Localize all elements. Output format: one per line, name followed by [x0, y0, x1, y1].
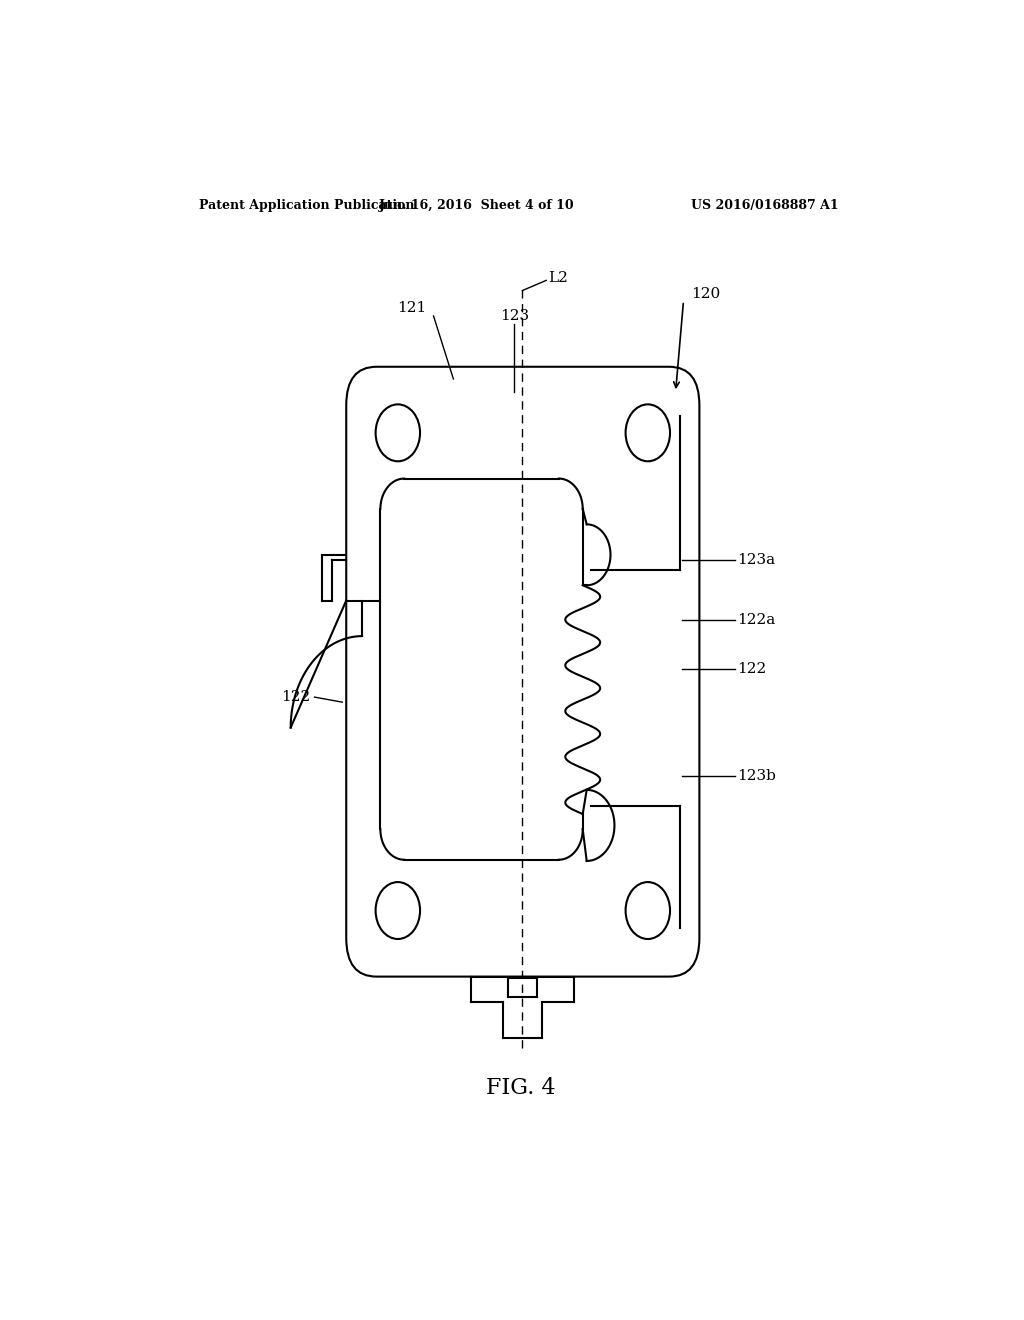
Circle shape — [626, 404, 670, 461]
Text: US 2016/0168887 A1: US 2016/0168887 A1 — [690, 198, 839, 211]
Text: FIG. 4: FIG. 4 — [486, 1077, 556, 1100]
FancyBboxPatch shape — [346, 367, 699, 977]
Text: L2: L2 — [549, 272, 568, 285]
Text: 122: 122 — [736, 663, 766, 676]
Text: 123b: 123b — [736, 768, 775, 783]
Text: 123a: 123a — [736, 553, 775, 566]
Circle shape — [376, 882, 420, 939]
Text: Patent Application Publication: Patent Application Publication — [200, 198, 415, 211]
Text: 122a: 122a — [736, 612, 775, 627]
Text: 122: 122 — [282, 690, 310, 704]
Circle shape — [626, 882, 670, 939]
Text: 121: 121 — [397, 301, 427, 314]
Text: Jun. 16, 2016  Sheet 4 of 10: Jun. 16, 2016 Sheet 4 of 10 — [379, 198, 575, 211]
Text: 120: 120 — [691, 286, 721, 301]
Text: 123: 123 — [500, 309, 529, 323]
Circle shape — [376, 404, 420, 461]
